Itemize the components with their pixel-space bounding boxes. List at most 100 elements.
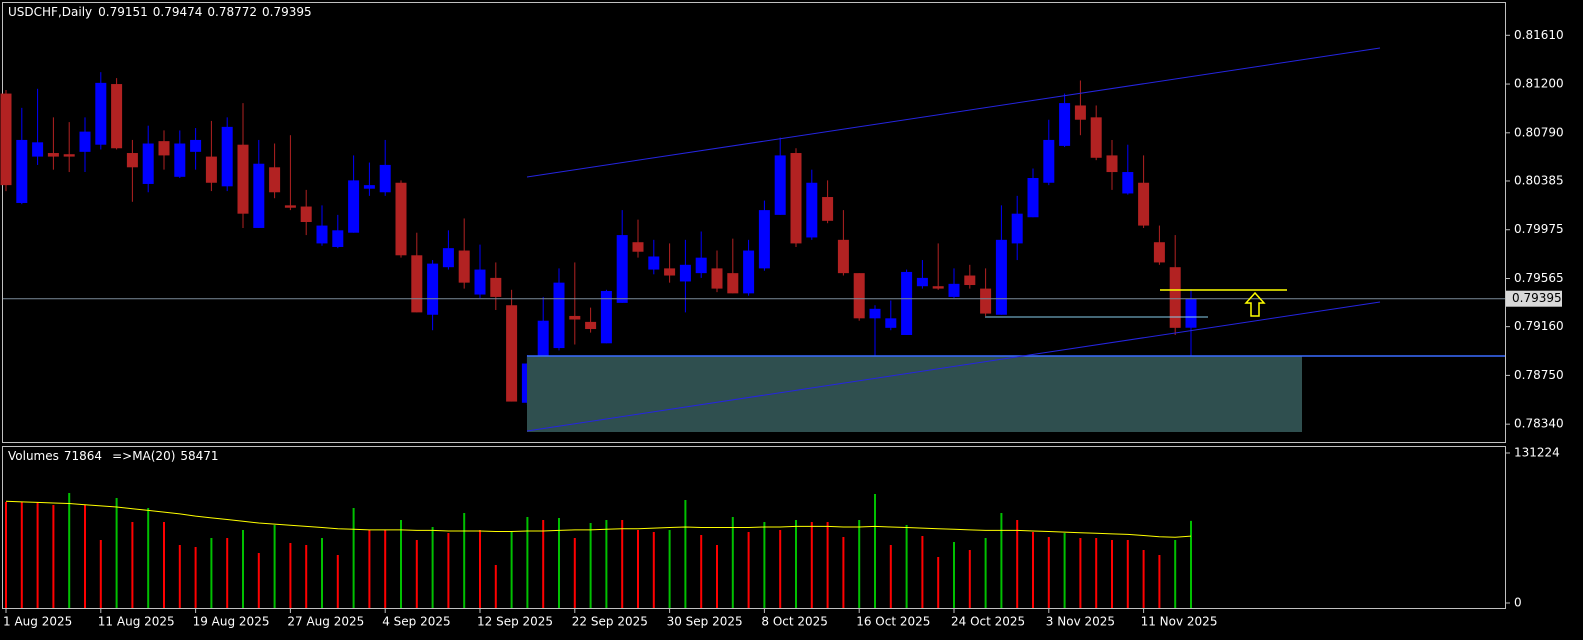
candle-body bbox=[1138, 182, 1150, 226]
x-tick-label: 19 Aug 2025 bbox=[193, 615, 270, 629]
ma-last: 58471 bbox=[180, 449, 218, 463]
candle-body bbox=[363, 185, 375, 189]
candle-body bbox=[300, 206, 312, 222]
candle-body bbox=[743, 250, 755, 294]
candle-body bbox=[964, 275, 976, 286]
candle-body bbox=[1185, 298, 1197, 328]
x-tick-label: 4 Sep 2025 bbox=[382, 615, 450, 629]
candle-body bbox=[95, 82, 107, 145]
candle-body bbox=[474, 269, 486, 295]
candle-body bbox=[490, 277, 502, 297]
candle-body bbox=[790, 153, 802, 244]
x-tick-label: 27 Aug 2025 bbox=[287, 615, 364, 629]
candle-body bbox=[980, 288, 992, 314]
candle-body bbox=[727, 273, 739, 294]
candle-body bbox=[600, 290, 612, 344]
candle-body bbox=[648, 256, 660, 270]
candle-body bbox=[63, 154, 75, 157]
candle-body bbox=[458, 250, 470, 283]
candle-body bbox=[427, 263, 439, 315]
volume-panel bbox=[2, 446, 1506, 609]
candle-body bbox=[806, 182, 818, 238]
y-tick-label: 0.79565 bbox=[1514, 271, 1564, 285]
candle-body bbox=[822, 197, 834, 221]
volume-last: 71864 bbox=[64, 449, 102, 463]
candle-body bbox=[853, 273, 865, 319]
candle-body bbox=[126, 153, 138, 168]
x-tick-label: 16 Oct 2025 bbox=[856, 615, 930, 629]
candle-body bbox=[411, 255, 423, 313]
candle-body bbox=[1122, 172, 1134, 194]
candle-body bbox=[1059, 103, 1071, 146]
x-tick-label: 1 Aug 2025 bbox=[3, 615, 72, 629]
candle-body bbox=[395, 182, 407, 256]
y-tick-label: 0.81200 bbox=[1514, 77, 1564, 91]
candle-body bbox=[284, 205, 296, 208]
candle-body bbox=[253, 163, 265, 228]
x-tick-label: 11 Nov 2025 bbox=[1141, 615, 1218, 629]
y-tick-label: 0.79160 bbox=[1514, 319, 1564, 333]
volume-title: Volumes 71864 =>MA(20) 58471 bbox=[8, 449, 219, 463]
candle-body bbox=[0, 93, 12, 186]
candle-body bbox=[1153, 242, 1165, 263]
candle-body bbox=[837, 239, 849, 274]
candle-body bbox=[569, 315, 581, 320]
candle-body bbox=[885, 318, 897, 328]
x-tick-label: 30 Sep 2025 bbox=[667, 615, 743, 629]
y-tick-label: 0.79975 bbox=[1514, 222, 1564, 236]
candle-body bbox=[348, 180, 360, 233]
candle-body bbox=[869, 308, 881, 319]
candle-body bbox=[16, 139, 28, 203]
x-tick-label: 24 Oct 2025 bbox=[951, 615, 1025, 629]
candle-body bbox=[379, 164, 391, 193]
zone bbox=[527, 356, 1302, 432]
ma-line bbox=[5, 500, 1192, 538]
symbol: USDCHF,Daily bbox=[8, 5, 92, 19]
candle-body bbox=[442, 248, 454, 268]
y-tick-label: 0.78750 bbox=[1514, 368, 1564, 382]
candle-body bbox=[111, 84, 123, 149]
candle-body bbox=[932, 286, 944, 289]
candle-body bbox=[916, 277, 928, 287]
candle-body bbox=[553, 282, 565, 349]
candle-body bbox=[205, 156, 217, 183]
last-high: 0.79474 bbox=[153, 5, 203, 19]
candle-body bbox=[1090, 117, 1102, 158]
candle-body bbox=[995, 239, 1007, 315]
current-price-label: 0.79395 bbox=[1512, 291, 1562, 305]
candle-body bbox=[221, 126, 233, 187]
candle-body bbox=[237, 144, 249, 214]
candle-body bbox=[174, 143, 186, 177]
drawing-objects bbox=[526, 47, 1505, 432]
candle-body bbox=[506, 305, 518, 402]
y-tick-label: 0.80385 bbox=[1514, 173, 1564, 187]
volume-name: Volumes bbox=[8, 449, 59, 463]
candle-body bbox=[758, 210, 770, 269]
candle-body bbox=[32, 142, 44, 157]
y-tick-label: 0.81610 bbox=[1514, 28, 1564, 42]
y-tick-label: 0.78340 bbox=[1514, 417, 1564, 431]
channel-lower bbox=[526, 301, 1381, 432]
last-close: 0.79395 bbox=[262, 5, 312, 19]
y-tick-label: 131224 bbox=[1514, 446, 1560, 460]
candle-body bbox=[711, 268, 723, 289]
x-tick-label: 22 Sep 2025 bbox=[572, 615, 648, 629]
chart-title: USDCHF,Daily 0.79151 0.79474 0.78772 0.79395 bbox=[8, 5, 312, 19]
y-tick-label: 0.80790 bbox=[1514, 125, 1564, 139]
x-tick-label: 3 Nov 2025 bbox=[1046, 615, 1115, 629]
candle-body bbox=[664, 268, 676, 276]
candle-body bbox=[1043, 139, 1055, 183]
candle-body bbox=[632, 242, 644, 252]
candle-body bbox=[585, 321, 597, 330]
arrow-up bbox=[1244, 291, 1266, 317]
candle-body bbox=[1169, 267, 1181, 328]
candle-body bbox=[537, 320, 549, 378]
candle-body bbox=[1027, 178, 1039, 218]
candle-body bbox=[158, 141, 170, 156]
candle-body bbox=[332, 230, 344, 247]
candle-body bbox=[47, 153, 59, 157]
channel-upper bbox=[526, 47, 1381, 178]
x-tick-label: 12 Sep 2025 bbox=[477, 615, 553, 629]
